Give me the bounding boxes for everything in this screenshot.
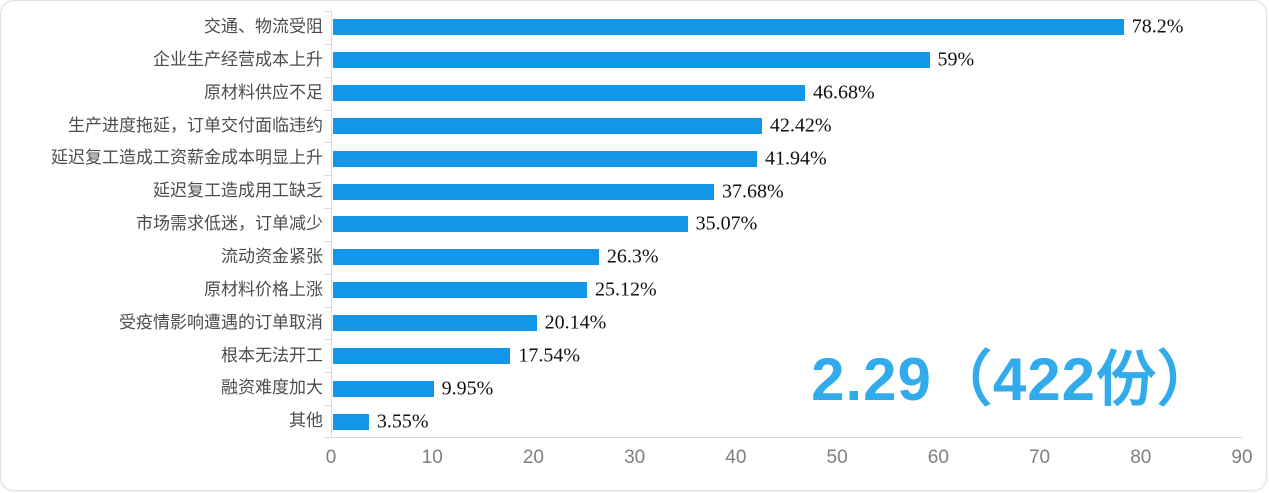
y-axis-tick <box>324 273 331 275</box>
category-label: 交通、物流受阻 <box>204 17 323 37</box>
category-label: 原材料供应不足 <box>204 82 323 102</box>
bar-track: 59% <box>332 44 1242 77</box>
bar-track: 3.55% <box>332 405 1242 438</box>
bar <box>333 413 369 430</box>
bar-track: 42.42% <box>332 110 1242 143</box>
x-tick-label: 40 <box>725 447 747 468</box>
chart-row: 延迟复工造成用工缺乏 37.68% <box>1 175 1242 208</box>
x-tick-label: 20 <box>522 447 545 468</box>
bar <box>333 52 930 69</box>
value-label: 37.68% <box>721 180 784 203</box>
bar <box>333 85 805 102</box>
x-tick-label: 70 <box>1028 447 1051 468</box>
y-axis-tick <box>324 306 331 308</box>
bar <box>333 117 762 134</box>
bar-track: 78.2% <box>332 11 1242 44</box>
category-label: 企业生产经营成本上升 <box>153 49 323 69</box>
category-label: 融资难度加大 <box>221 378 323 398</box>
value-label: 46.68% <box>812 81 875 104</box>
value-label: 59% <box>937 48 975 71</box>
bar <box>333 216 688 233</box>
value-label: 25.12% <box>594 278 657 301</box>
bar-track: 35.07% <box>332 208 1242 241</box>
y-axis-tick <box>324 437 331 438</box>
bar-track: 37.68% <box>332 175 1242 208</box>
x-tick-label: 30 <box>624 447 646 468</box>
value-label: 41.94% <box>765 147 827 170</box>
chart-row: 原材料价格上涨 25.12% <box>1 274 1242 307</box>
chart-row: 根本无法开工 17.54% <box>1 339 1242 372</box>
bar <box>333 347 511 364</box>
chart-row: 其他 3.55% <box>1 405 1242 438</box>
bar <box>333 150 758 167</box>
value-label: 3.55% <box>376 410 429 433</box>
bar <box>333 19 1124 36</box>
value-label: 42.42% <box>769 114 832 137</box>
bar-track: 41.94% <box>332 142 1242 175</box>
value-label: 17.54% <box>518 344 581 367</box>
category-label: 其他 <box>289 411 323 431</box>
chart-row: 原材料供应不足 46.68% <box>1 77 1242 110</box>
chart-row: 企业生产经营成本上升 59% <box>1 44 1242 77</box>
value-label: 26.3% <box>606 245 659 268</box>
y-axis-tick <box>324 109 331 111</box>
category-label: 延迟复工造成工资薪金成本明显上升 <box>51 148 323 168</box>
bar-track: 20.14% <box>332 307 1242 340</box>
value-label: 20.14% <box>544 311 607 334</box>
value-label: 9.95% <box>441 377 494 400</box>
y-axis-tick <box>324 11 331 12</box>
bar <box>333 249 599 266</box>
bar-track: 26.3% <box>332 241 1242 274</box>
value-label: 35.07% <box>695 212 758 235</box>
x-axis-labels: 0 10 20 30 40 50 60 70 80 90 <box>326 438 1253 474</box>
bar <box>333 282 587 299</box>
y-axis-tick <box>324 240 331 242</box>
bar-chart: 交通、物流受阻 78.2% 企业生产经营成本上升 59% 原材料供应不足 46.68% 生产… <box>1 11 1266 474</box>
category-label: 流动资金紧张 <box>221 246 323 266</box>
bar-track: 46.68% <box>332 77 1242 110</box>
category-label: 市场需求低迷，订单减少 <box>136 214 323 234</box>
bar <box>333 183 714 200</box>
y-axis-tick <box>324 208 331 210</box>
y-axis-line <box>331 11 332 438</box>
chart-row: 生产进度拖延，订单交付面临违约 42.42% <box>1 110 1242 143</box>
chart-rows: 交通、物流受阻 78.2% 企业生产经营成本上升 59% 原材料供应不足 46.68% 生产… <box>1 11 1242 438</box>
x-tick-label: 0 <box>325 447 337 468</box>
y-axis-tick <box>324 372 331 374</box>
category-label: 根本无法开工 <box>221 345 323 365</box>
bar-track: 17.54% <box>332 339 1242 372</box>
chart-row: 融资难度加大 9.95% <box>1 372 1242 405</box>
category-label: 生产进度拖延，订单交付面临违约 <box>68 115 323 135</box>
bar-track: 25.12% <box>332 274 1242 307</box>
bar <box>333 380 434 397</box>
x-axis-line <box>331 437 1242 438</box>
chart-row: 交通、物流受阻 78.2% <box>1 11 1242 44</box>
chart-row: 受疫情影响遭遇的订单取消 20.14% <box>1 307 1242 340</box>
category-label: 延迟复工造成用工缺乏 <box>153 181 323 201</box>
y-axis-tick <box>324 142 331 144</box>
bar <box>333 315 537 332</box>
x-tick-label: 10 <box>421 447 443 468</box>
y-axis-tick <box>324 76 331 78</box>
x-tick-label: 50 <box>826 447 848 468</box>
annotation-text: 2.29（422份） <box>811 346 1218 413</box>
x-tick-label: 60 <box>927 447 949 468</box>
category-label: 受疫情影响遭遇的订单取消 <box>119 312 323 332</box>
category-label: 原材料价格上涨 <box>204 279 323 299</box>
y-axis-tick <box>324 175 331 177</box>
chart-row: 延迟复工造成工资薪金成本明显上升 41.94% <box>1 142 1242 175</box>
chart-row: 市场需求低迷，订单减少 35.07% <box>1 208 1242 241</box>
value-label: 78.2% <box>1131 15 1184 38</box>
y-axis-tick <box>324 43 331 45</box>
y-axis-tick <box>324 405 331 407</box>
chart-row: 流动资金紧张 26.3% <box>1 241 1242 274</box>
x-tick-label: 80 <box>1130 447 1152 468</box>
y-axis-tick <box>324 339 331 341</box>
bar-track: 9.95% <box>332 372 1242 405</box>
x-tick-label: 90 <box>1231 447 1253 468</box>
